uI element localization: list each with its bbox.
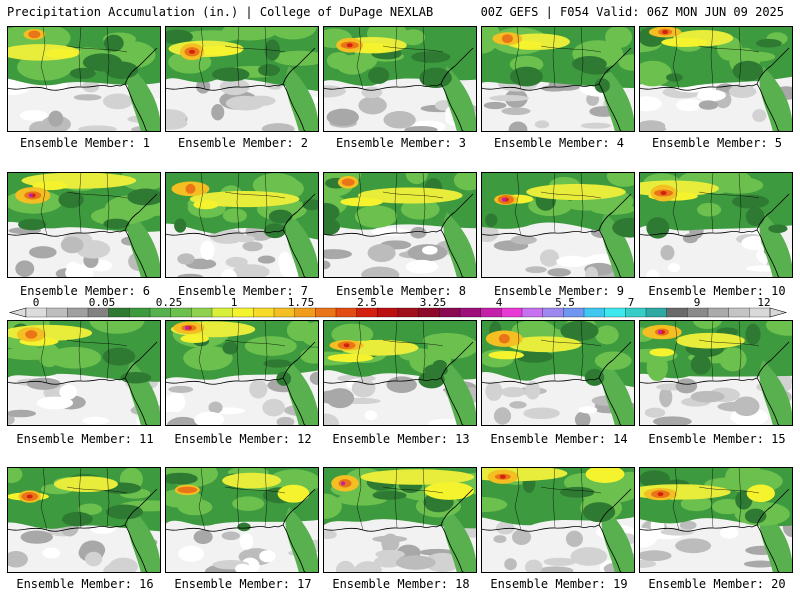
colorbar-swatch — [335, 307, 358, 318]
precip-map — [165, 26, 319, 132]
colorbar-swatch — [25, 307, 48, 318]
colorbar-swatch — [707, 307, 730, 318]
ensemble-member-label: Ensemble Member: 9 — [493, 284, 625, 298]
colorbar-swatch — [563, 307, 585, 318]
ensemble-member-label: Ensemble Member: 8 — [335, 284, 467, 298]
precip-map — [165, 467, 319, 573]
ensemble-member-label: Ensemble Member: 12 — [174, 432, 312, 446]
page-title: Precipitation Accumulation (in.) | Colle… — [7, 5, 434, 19]
ensemble-member-label: Ensemble Member: 7 — [177, 284, 309, 298]
precip-map — [165, 320, 319, 426]
colorbar-swatch — [108, 307, 130, 318]
colorbar-swatch — [170, 307, 192, 318]
ensemble-member-label: Ensemble Member: 10 — [648, 284, 786, 298]
precip-map — [323, 320, 477, 426]
precip-map — [7, 26, 161, 132]
colorbar-swatch — [273, 307, 296, 318]
ensemble-member-label: Ensemble Member: 14 — [490, 432, 628, 446]
colorbar-swatch — [501, 307, 523, 318]
colorbar-swatch — [149, 307, 172, 318]
ensemble-member-label: Ensemble Member: 11 — [16, 432, 154, 446]
ensemble-member-label: Ensemble Member: 1 — [19, 136, 151, 150]
colorbar-swatch — [666, 307, 688, 318]
colorbar-swatch — [542, 307, 564, 318]
ensemble-member-label: Ensemble Member: 16 — [16, 577, 154, 591]
precip-map — [481, 467, 635, 573]
colorbar-right-arrow — [769, 307, 788, 318]
ensemble-member-label: Ensemble Member: 2 — [177, 136, 309, 150]
colorbar-swatch — [687, 307, 709, 318]
precip-map — [481, 172, 635, 278]
ensemble-member-label: Ensemble Member: 3 — [335, 136, 467, 150]
precip-map — [481, 320, 635, 426]
colorbar-swatch — [87, 307, 110, 318]
colorbar-swatch — [397, 307, 420, 318]
colorbar-swatch — [728, 307, 750, 318]
ensemble-member-label: Ensemble Member: 4 — [493, 136, 625, 150]
colorbar-swatch — [625, 307, 647, 318]
colorbar-swatch — [232, 307, 254, 318]
colorbar-swatch — [129, 307, 151, 318]
ensemble-member-label: Ensemble Member: 13 — [332, 432, 470, 446]
colorbar-swatch — [253, 307, 275, 318]
colorbar-swatch — [211, 307, 234, 318]
ensemble-member-label: Ensemble Member: 5 — [651, 136, 783, 150]
colorbar-swatch — [459, 307, 482, 318]
colorbar-swatch — [191, 307, 213, 318]
precip-map — [639, 26, 793, 132]
ensemble-member-label: Ensemble Member: 19 — [490, 577, 628, 591]
precip-map — [481, 26, 635, 132]
colorbar-swatch — [356, 307, 378, 318]
colorbar-swatch — [439, 307, 461, 318]
colorbar-swatch — [480, 307, 502, 318]
colorbar-swatch — [377, 307, 399, 318]
colorbar-swatch — [46, 307, 68, 318]
precip-map — [7, 320, 161, 426]
ensemble-member-label: Ensemble Member: 17 — [174, 577, 312, 591]
precip-map — [639, 172, 793, 278]
colorbar-swatch — [294, 307, 316, 318]
ensemble-member-label: Ensemble Member: 15 — [648, 432, 786, 446]
model-run-label: 00Z GEFS | F054 Valid: 06Z MON JUN 09 20… — [480, 5, 784, 19]
precip-map — [165, 172, 319, 278]
colorbar-swatch — [749, 307, 771, 318]
precip-map — [323, 26, 477, 132]
colorbar-swatch — [315, 307, 337, 318]
ensemble-member-label: Ensemble Member: 20 — [648, 577, 786, 591]
colorbar-swatch — [604, 307, 626, 318]
colorbar-left-arrow — [8, 307, 27, 318]
colorbar-swatch — [67, 307, 89, 318]
colorbar-swatch — [418, 307, 440, 318]
colorbar-swatch — [521, 307, 544, 318]
ensemble-member-label: Ensemble Member: 18 — [332, 577, 470, 591]
precip-map — [323, 172, 477, 278]
ensemble-member-label: Ensemble Member: 6 — [19, 284, 151, 298]
colorbar-swatch — [583, 307, 606, 318]
precip-map — [639, 467, 793, 573]
precip-map — [7, 172, 161, 278]
precip-map — [323, 467, 477, 573]
colorbar-swatch — [645, 307, 668, 318]
precip-map — [639, 320, 793, 426]
precip-map — [7, 467, 161, 573]
